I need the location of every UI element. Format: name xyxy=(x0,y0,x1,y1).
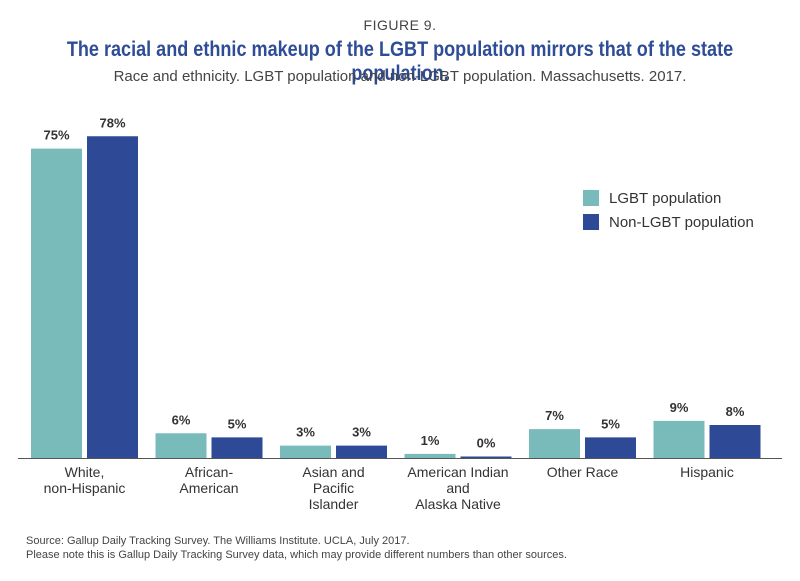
data-label: 0% xyxy=(477,436,496,451)
legend-swatch xyxy=(583,190,599,206)
legend-label: LGBT population xyxy=(609,190,721,207)
category-label: White, non-Hispanic xyxy=(44,464,126,496)
data-label: 78% xyxy=(99,115,125,130)
data-label: 6% xyxy=(172,412,191,427)
source-line: Source: Gallup Daily Tracking Survey. Th… xyxy=(26,535,410,547)
disclaimer-line: Please note this is Gallup Daily Trackin… xyxy=(26,549,567,561)
legend-swatch xyxy=(583,214,599,230)
bar-non-lgbt xyxy=(585,437,636,458)
bar-non-lgbt xyxy=(211,437,263,458)
figure-label: FIGURE 9. xyxy=(363,17,437,33)
category-label: Asian and Pacific Islander xyxy=(302,464,364,512)
data-label: 7% xyxy=(545,408,564,423)
data-label: 5% xyxy=(601,416,620,431)
bar-non-lgbt xyxy=(336,445,387,458)
category-label: African-American xyxy=(179,464,238,496)
category-label: Other Race xyxy=(547,464,619,480)
bar-lgbt xyxy=(529,429,580,458)
data-label: 1% xyxy=(421,433,440,448)
data-label: 8% xyxy=(726,404,745,419)
bar-lgbt xyxy=(280,445,331,458)
bar-lgbt xyxy=(155,433,207,458)
category-label: American Indian and Alaska Native xyxy=(407,464,508,512)
bar-lgbt xyxy=(653,420,705,458)
category-label: Hispanic xyxy=(680,464,734,480)
legend-label: Non-LGBT population xyxy=(609,214,754,231)
bar-lgbt xyxy=(404,453,456,458)
bar-lgbt xyxy=(31,148,82,458)
chart-subtitle: Race and ethnicity. LGBT population and … xyxy=(113,68,687,85)
data-label: 3% xyxy=(352,425,371,440)
chart-title: The racial and ethnic makeup of the LGBT… xyxy=(66,38,734,85)
bar-non-lgbt xyxy=(709,425,761,458)
bar-non-lgbt xyxy=(87,136,138,458)
data-label: 75% xyxy=(43,128,69,143)
bar-non-lgbt xyxy=(460,456,512,458)
source-note: Source: Gallup Daily Tracking Survey. Th… xyxy=(26,534,567,562)
data-label: 9% xyxy=(670,400,689,415)
data-label: 5% xyxy=(228,416,247,431)
data-label: 3% xyxy=(296,425,315,440)
